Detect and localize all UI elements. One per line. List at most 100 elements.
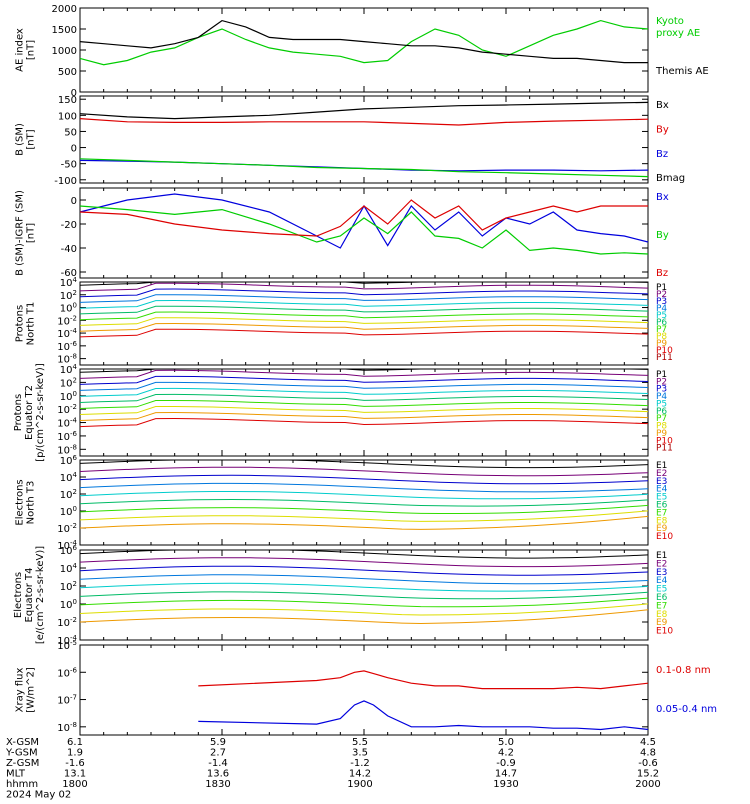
y-tick-label: 10-2 <box>57 403 77 416</box>
legend-label: By <box>656 124 669 135</box>
footer-value: 2.7 <box>210 748 226 759</box>
flux-line <box>79 515 649 530</box>
y-tick-label: 150 <box>58 95 77 106</box>
y-tick-label: 100 <box>60 598 77 611</box>
y-axis-label: B (SM)-IGRF (SM) <box>15 190 26 276</box>
y-tick-label: 500 <box>58 67 77 78</box>
legend-label: E3 <box>656 568 667 578</box>
flux-line <box>79 381 649 391</box>
footer-date: 2024 May 02 <box>6 790 71 801</box>
y-axis-label: Protons <box>15 305 26 342</box>
legend-label: P4 <box>656 392 667 402</box>
y-tick-label: 50 <box>64 127 77 138</box>
footer-value: 1.9 <box>67 748 83 759</box>
y-axis-label: Xray flux <box>15 668 26 713</box>
flux-line <box>79 311 649 321</box>
footer-value: 6.1 <box>67 737 83 748</box>
legend-label: Kyoto <box>656 16 684 27</box>
y-axis-label: [nT] <box>26 40 37 60</box>
flux-line <box>79 609 649 625</box>
footer-value: 4.2 <box>498 748 514 759</box>
legend-label: E10 <box>656 532 673 542</box>
y-tick-label: 10-8 <box>57 353 77 366</box>
flux-line <box>79 510 649 522</box>
flux-line <box>79 322 649 332</box>
y-axis-label: Protons <box>13 394 24 431</box>
y-tick-label: -20 <box>61 220 77 231</box>
panel-frame-3 <box>79 187 649 279</box>
legend-label: E4 <box>656 576 668 586</box>
footer-value: 13.6 <box>207 769 229 780</box>
legend-label: Bx <box>656 192 669 203</box>
y-tick-label: 10-4 <box>57 539 77 552</box>
legend-label: P4 <box>656 304 667 314</box>
y-tick-label: 1000 <box>52 46 77 57</box>
legend-label: E2 <box>656 469 667 479</box>
legend-label: E1 <box>656 461 667 471</box>
flux-line <box>79 491 649 500</box>
flux-line <box>79 281 649 286</box>
footer-row-label: Z-GSM <box>6 758 39 769</box>
footer-value: 15.2 <box>637 769 659 780</box>
legend-label: E5 <box>656 585 667 595</box>
footer-value: 5.0 <box>498 737 514 748</box>
legend-label: E6 <box>656 501 668 511</box>
legend-label: Bx <box>656 100 669 111</box>
series-line-by <box>79 118 649 126</box>
y-tick-label: 102 <box>60 289 77 302</box>
y-tick-label: 100 <box>58 111 77 122</box>
series-line-bx <box>79 193 649 249</box>
y-tick-label: 10-2 <box>57 522 77 535</box>
footer-value: 1800 <box>62 779 87 790</box>
footer-value: 13.1 <box>64 769 86 780</box>
y-tick-label: 104 <box>60 471 78 484</box>
y-tick-label: -50 <box>61 160 77 171</box>
flux-line <box>79 582 649 592</box>
flux-line <box>79 603 649 616</box>
y-axis-label: [nT] <box>26 129 37 149</box>
legend-label: P7 <box>656 414 667 424</box>
flux-line <box>79 565 649 576</box>
legend-label: P3 <box>656 297 667 307</box>
legend-label: E8 <box>656 610 668 620</box>
flux-line <box>79 299 649 309</box>
legend-label: P7 <box>656 325 667 335</box>
flux-line <box>79 597 649 608</box>
y-tick-label: -60 <box>61 268 77 279</box>
y-tick-label: 10-2 <box>57 314 77 327</box>
y-tick-label: 0 <box>71 88 77 99</box>
y-axis-label: Equator T2 <box>24 385 35 440</box>
flux-line <box>79 417 649 428</box>
y-tick-label: 10-6 <box>57 340 77 353</box>
legend-label: P6 <box>656 318 667 328</box>
legend-label: E7 <box>656 508 667 518</box>
legend-label: P5 <box>656 399 667 409</box>
flux-line <box>79 288 649 298</box>
legend-label: P5 <box>656 311 667 321</box>
flux-line <box>79 368 649 373</box>
legend-label: Themis AE <box>655 66 709 77</box>
footer-value: 14.2 <box>349 769 371 780</box>
y-tick-label: 10-4 <box>57 634 77 647</box>
legend-label: E3 <box>656 477 667 487</box>
y-tick-label: 102 <box>60 376 77 389</box>
y-tick-label: 106 <box>60 454 78 467</box>
footer-row-label: X-GSM <box>6 737 39 748</box>
legend-label: E9 <box>656 618 668 628</box>
panel-frame-6 <box>79 459 649 546</box>
legend-label: P2 <box>656 377 667 387</box>
y-axis-label: [nT] <box>26 223 37 243</box>
y-tick-label: 0 <box>71 144 77 155</box>
series-line-themis-ae <box>79 19 648 64</box>
flux-line <box>79 369 649 379</box>
flux-line <box>79 375 649 385</box>
legend-label: P3 <box>656 385 667 395</box>
flux-line <box>79 305 649 315</box>
footer-row-label: Y-GSM <box>5 748 38 759</box>
y-tick-label: 106 <box>60 544 78 557</box>
y-tick-label: 104 <box>60 363 78 376</box>
footer-value: 1930 <box>493 779 518 790</box>
series-line-by <box>79 205 649 255</box>
series-line-kyoto-proxy-ae <box>79 19 649 66</box>
